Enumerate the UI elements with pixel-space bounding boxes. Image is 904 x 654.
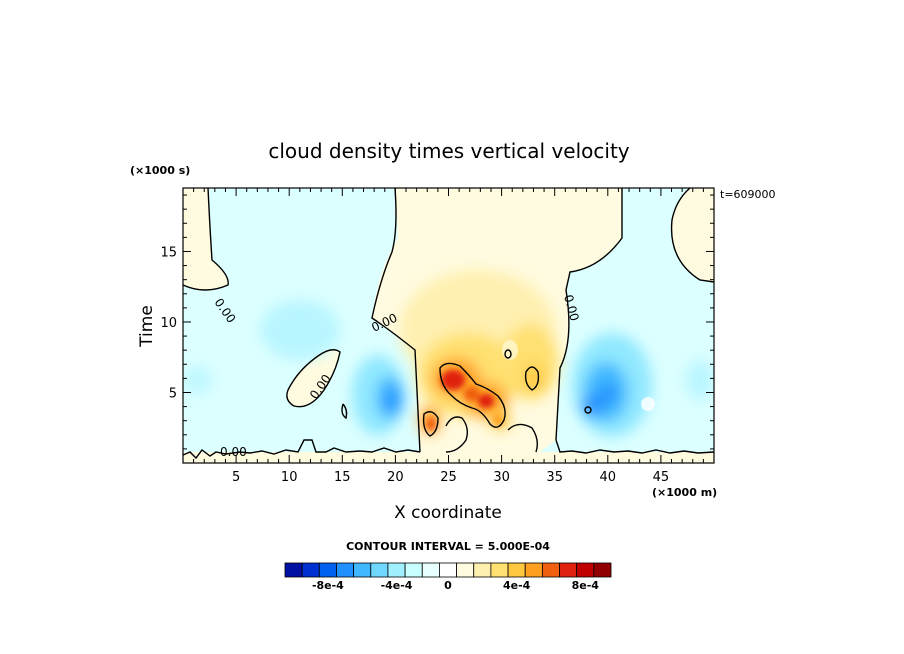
- y-axis-label: Time: [137, 305, 157, 348]
- x-axis-label: X coordinate: [394, 503, 502, 523]
- contour-core-2: [422, 411, 439, 437]
- colorbar-swatch: [439, 562, 457, 578]
- colorbar-swatch: [421, 562, 440, 578]
- contour-bottom-arch-left: [445, 416, 469, 453]
- x-tick-label: 30: [493, 470, 510, 485]
- contour-small-loop: [504, 349, 512, 359]
- contour-bottom-right: [555, 439, 714, 454]
- x-axis-unit: (×1000 m): [652, 486, 717, 499]
- colorbar-swatch: [473, 562, 492, 578]
- contour-finger: [286, 349, 341, 408]
- time-stamp: t=609000: [720, 188, 776, 201]
- zero-contours: [183, 188, 714, 460]
- x-axis-ticks: 5 10 15 20 25 30 35 40 45: [193, 188, 704, 485]
- colorbar-labels: -8e-4 -4e-4 0 4e-4 8e-4: [312, 579, 599, 592]
- contour-bottom-arch-right: [507, 423, 539, 453]
- colorbar-label: 8e-4: [572, 579, 600, 592]
- y-tick-label: 10: [160, 316, 177, 331]
- colorbar-swatch: [593, 562, 612, 578]
- x-tick-label: 25: [440, 470, 457, 485]
- contour-core-1: [439, 362, 506, 428]
- colorbar-swatch: [541, 562, 560, 578]
- contour-left: [183, 188, 229, 291]
- x-tick-label: 35: [546, 470, 563, 485]
- x-tick-label: 5: [232, 470, 240, 485]
- x-tick-label: 10: [281, 470, 298, 485]
- contour-interval: CONTOUR INTERVAL = 5.000E-04: [346, 540, 550, 553]
- y-tick-label: 15: [160, 245, 177, 260]
- field-white-spot: [641, 397, 655, 411]
- y-axis-ticks: 5 10 15: [160, 194, 714, 450]
- colorbar-swatch: [404, 562, 423, 578]
- contour-right: [670, 188, 714, 283]
- colorbar-swatch: [456, 562, 475, 578]
- colorbar-swatch: [387, 562, 406, 578]
- colorbar: [284, 562, 612, 578]
- contour-center-left: [371, 188, 421, 453]
- chart-title: cloud density times vertical velocity: [268, 139, 629, 163]
- colorbar-swatch: [318, 562, 337, 578]
- colorbar-swatch: [336, 562, 355, 578]
- colorbar-swatch: [370, 562, 389, 578]
- colorbar-swatch: [576, 562, 595, 578]
- colorbar-swatch: [524, 562, 543, 578]
- y-tick-label: 5: [169, 386, 177, 401]
- contour-center-right: [555, 188, 623, 441]
- colorbar-swatch: [507, 562, 526, 578]
- field-finger-positive: [286, 349, 340, 407]
- field-negative-blobs: [184, 300, 714, 437]
- x-tick-label: 40: [600, 470, 617, 485]
- contour-label: 0.00: [220, 445, 247, 459]
- x-tick-label: 45: [653, 470, 670, 485]
- colorbar-label: -4e-4: [381, 579, 413, 592]
- colorbar-swatch: [353, 562, 372, 578]
- colorbar-swatch: [301, 562, 320, 578]
- y-axis-unit: (×1000 s): [130, 164, 190, 177]
- field-right-positive: [671, 188, 714, 282]
- x-tick-label: 20: [387, 470, 404, 485]
- contour-label: 0.00: [561, 293, 581, 322]
- colorbar-swatch: [490, 562, 509, 578]
- colorbar-label: 4e-4: [503, 579, 531, 592]
- colorbar-swatch: [284, 562, 303, 578]
- x-tick-label: 15: [334, 470, 351, 485]
- field-gap: [502, 340, 518, 360]
- contour-core-3: [524, 366, 540, 391]
- colorbar-label: 0: [444, 579, 452, 592]
- colorbar-swatch: [559, 562, 578, 578]
- colorbar-label: -8e-4: [312, 579, 344, 592]
- contour-small-negative-loop: [584, 406, 592, 414]
- contour-small-left: [341, 403, 348, 420]
- contour-bottom-left: [183, 439, 421, 460]
- field-positive-cores: [426, 370, 503, 431]
- plot-field: 0.00 0.00 0.00 0.00 0.00: [183, 188, 714, 463]
